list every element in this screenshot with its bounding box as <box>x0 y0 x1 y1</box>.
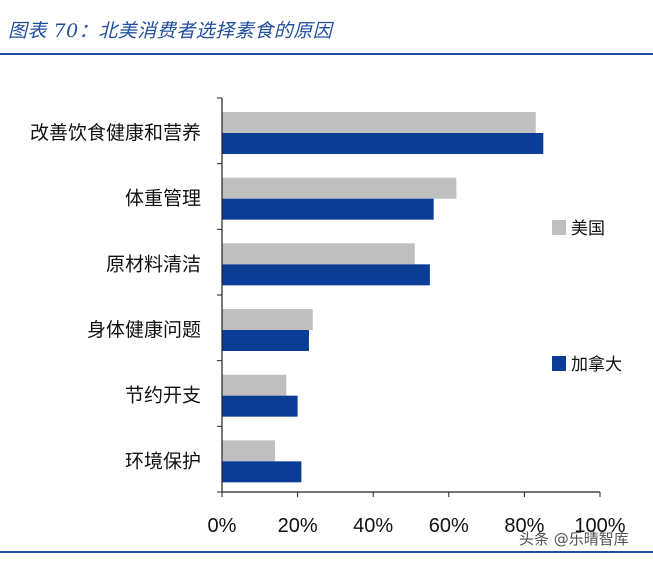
bar-usa <box>222 374 287 396</box>
category-label: 身体健康问题 <box>87 319 201 341</box>
x-tick-label: 100% <box>574 515 625 537</box>
x-tick-label: 20% <box>278 515 318 537</box>
legend-label-canada: 加拿大 <box>571 354 622 375</box>
category-label: 原材料清洁 <box>106 253 201 275</box>
title-rule <box>0 53 653 55</box>
category-label: 环境保护 <box>125 450 201 472</box>
x-tick-label: 80% <box>504 515 544 537</box>
bar-canada <box>222 133 544 154</box>
bar-usa <box>222 309 313 330</box>
x-tick-label: 60% <box>429 515 469 537</box>
bar-canada <box>222 461 302 483</box>
legend-label-usa: 美国 <box>571 219 605 239</box>
watermark: 头条 @乐晴智库 <box>519 530 629 548</box>
axes <box>217 97 601 497</box>
bar-usa <box>222 112 536 133</box>
bar-canada <box>222 395 298 417</box>
figure-title: 图表 70：北美消费者选择素食的原因 <box>8 20 333 42</box>
bar-canada <box>222 264 430 286</box>
x-tick-label: 40% <box>353 515 393 537</box>
category-label: 体重管理 <box>125 188 201 210</box>
bar-usa <box>222 440 275 462</box>
legend-swatch-canada <box>552 356 566 371</box>
x-tick-labels: 0% 20% 40% 60% 80% 100% <box>208 515 626 537</box>
category-label: 改善饮食健康和营养 <box>30 122 201 144</box>
bar-usa <box>222 243 415 265</box>
bottom-rule <box>0 551 653 553</box>
legend-swatch-usa <box>552 220 566 235</box>
bar-canada <box>222 198 434 220</box>
x-tick-label: 0% <box>208 515 237 537</box>
category-label: 节约开支 <box>125 385 201 407</box>
bar-canada <box>222 330 309 351</box>
bars <box>222 112 544 483</box>
bar-usa <box>222 177 457 199</box>
